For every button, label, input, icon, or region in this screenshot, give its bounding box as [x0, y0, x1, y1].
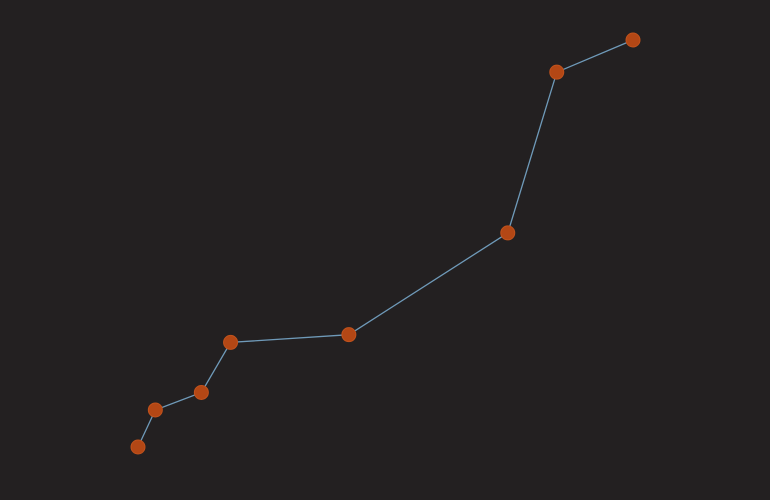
series-line — [137, 39, 634, 448]
data-point-3 — [193, 384, 209, 400]
data-point-6 — [500, 225, 516, 241]
data-point-5 — [341, 327, 357, 343]
data-points — [130, 32, 641, 455]
data-point-8 — [625, 32, 641, 48]
data-point-7 — [549, 64, 565, 80]
data-point-1 — [130, 439, 146, 455]
data-point-4 — [223, 334, 239, 350]
data-point-2 — [147, 402, 163, 418]
